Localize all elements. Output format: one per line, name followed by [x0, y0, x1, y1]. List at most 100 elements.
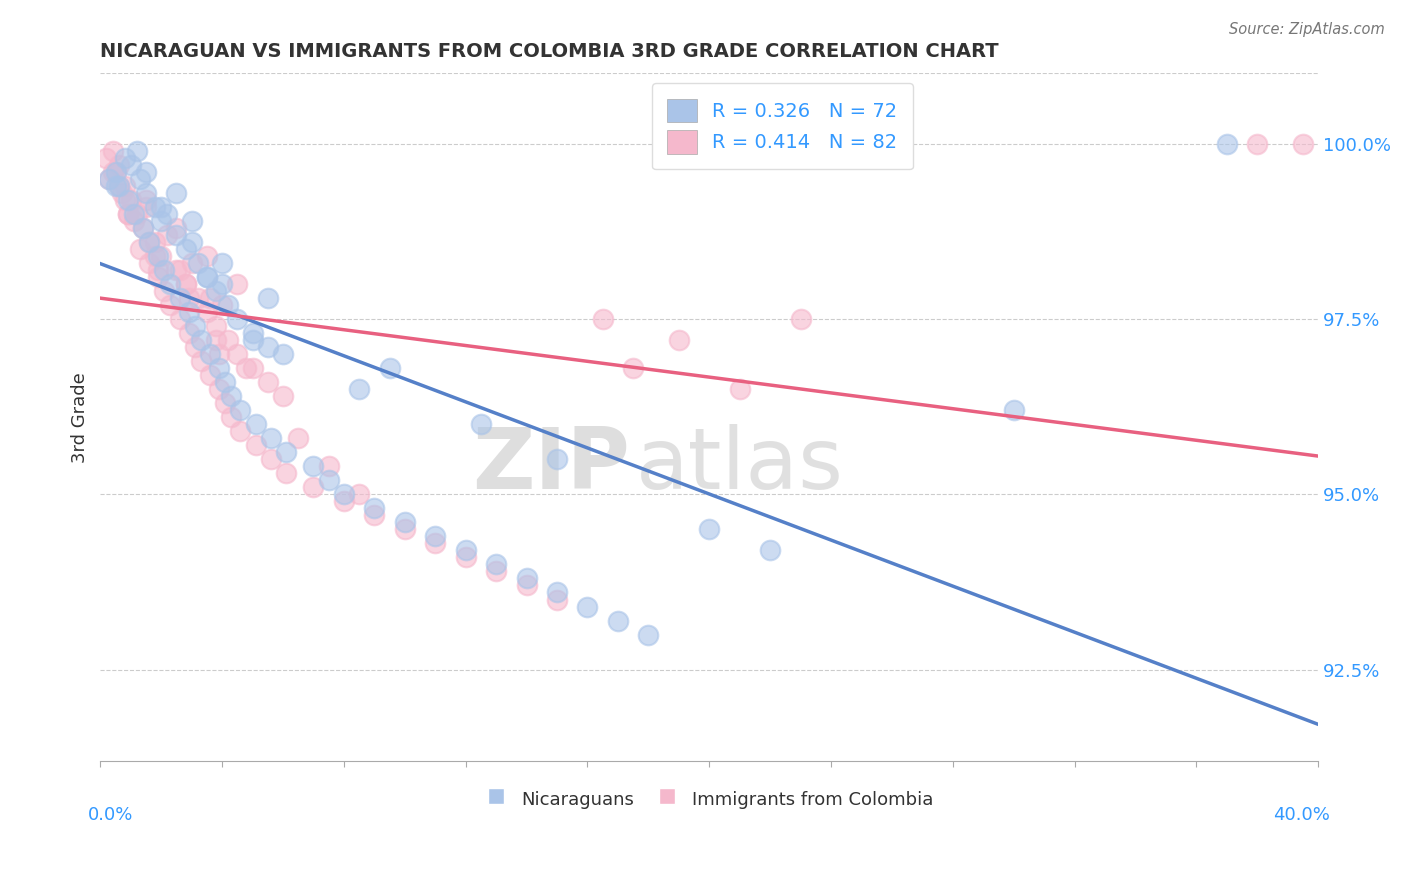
Point — [104, 178, 127, 193]
Point — [697, 522, 720, 536]
Point — [302, 459, 325, 474]
Point — [256, 291, 278, 305]
Point — [516, 578, 538, 592]
Point — [425, 529, 447, 543]
Point — [245, 438, 267, 452]
Point — [156, 207, 179, 221]
Point — [96, 151, 118, 165]
Point — [143, 249, 166, 263]
Point — [318, 473, 340, 487]
Point — [125, 144, 148, 158]
Point — [101, 144, 124, 158]
Point — [135, 200, 157, 214]
Point — [789, 312, 811, 326]
Point — [195, 249, 218, 263]
Point — [107, 178, 129, 193]
Point — [271, 347, 294, 361]
Point — [1002, 403, 1025, 417]
Point — [114, 151, 136, 165]
Text: atlas: atlas — [636, 424, 844, 507]
Point — [217, 333, 239, 347]
Point — [302, 480, 325, 494]
Point — [274, 445, 297, 459]
Point — [198, 368, 221, 382]
Point — [143, 235, 166, 249]
Text: NICARAGUAN VS IMMIGRANTS FROM COLOMBIA 3RD GRADE CORRELATION CHART: NICARAGUAN VS IMMIGRANTS FROM COLOMBIA 3… — [100, 42, 1000, 61]
Point — [174, 277, 197, 291]
Point — [211, 298, 233, 312]
Point — [637, 627, 659, 641]
Point — [229, 403, 252, 417]
Point — [516, 571, 538, 585]
Point — [107, 178, 129, 193]
Point — [470, 417, 492, 431]
Point — [148, 262, 170, 277]
Point — [135, 193, 157, 207]
Point — [180, 256, 202, 270]
Point — [117, 207, 139, 221]
Point — [668, 333, 690, 347]
Point — [104, 164, 127, 178]
Point — [226, 277, 249, 291]
Point — [211, 256, 233, 270]
Point — [132, 220, 155, 235]
Point — [205, 333, 228, 347]
Point — [454, 543, 477, 558]
Point — [187, 256, 209, 270]
Point — [135, 164, 157, 178]
Point — [546, 592, 568, 607]
Point — [120, 193, 142, 207]
Point — [159, 277, 181, 291]
Text: 40.0%: 40.0% — [1274, 805, 1330, 823]
Point — [229, 424, 252, 438]
Point — [546, 452, 568, 467]
Point — [592, 312, 614, 326]
Point — [117, 193, 139, 207]
Point — [198, 347, 221, 361]
Point — [177, 305, 200, 319]
Point — [394, 522, 416, 536]
Point — [1292, 136, 1315, 151]
Point — [114, 193, 136, 207]
Point — [347, 382, 370, 396]
Point — [198, 291, 221, 305]
Point — [318, 459, 340, 474]
Point — [98, 171, 121, 186]
Point — [138, 235, 160, 249]
Point — [242, 333, 264, 347]
Point — [205, 318, 228, 333]
Point — [195, 305, 218, 319]
Point — [153, 284, 176, 298]
Point — [166, 186, 188, 200]
Point — [454, 550, 477, 565]
Point — [256, 340, 278, 354]
Point — [347, 487, 370, 501]
Point — [117, 207, 139, 221]
Point — [759, 543, 782, 558]
Point — [156, 227, 179, 242]
Point — [187, 291, 209, 305]
Point — [260, 452, 283, 467]
Point — [208, 347, 231, 361]
Point — [177, 326, 200, 340]
Point — [235, 361, 257, 376]
Point — [190, 333, 212, 347]
Point — [217, 298, 239, 312]
Text: Source: ZipAtlas.com: Source: ZipAtlas.com — [1229, 22, 1385, 37]
Point — [111, 186, 134, 200]
Point — [1246, 136, 1268, 151]
Point — [621, 361, 644, 376]
Point — [214, 396, 236, 410]
Point — [245, 417, 267, 431]
Point — [101, 164, 124, 178]
Point — [226, 312, 249, 326]
Point — [98, 171, 121, 186]
Point — [576, 599, 599, 614]
Point — [214, 375, 236, 389]
Point — [125, 207, 148, 221]
Point — [333, 487, 356, 501]
Text: ZIP: ZIP — [472, 424, 630, 507]
Point — [183, 318, 205, 333]
Point — [271, 389, 294, 403]
Point — [211, 277, 233, 291]
